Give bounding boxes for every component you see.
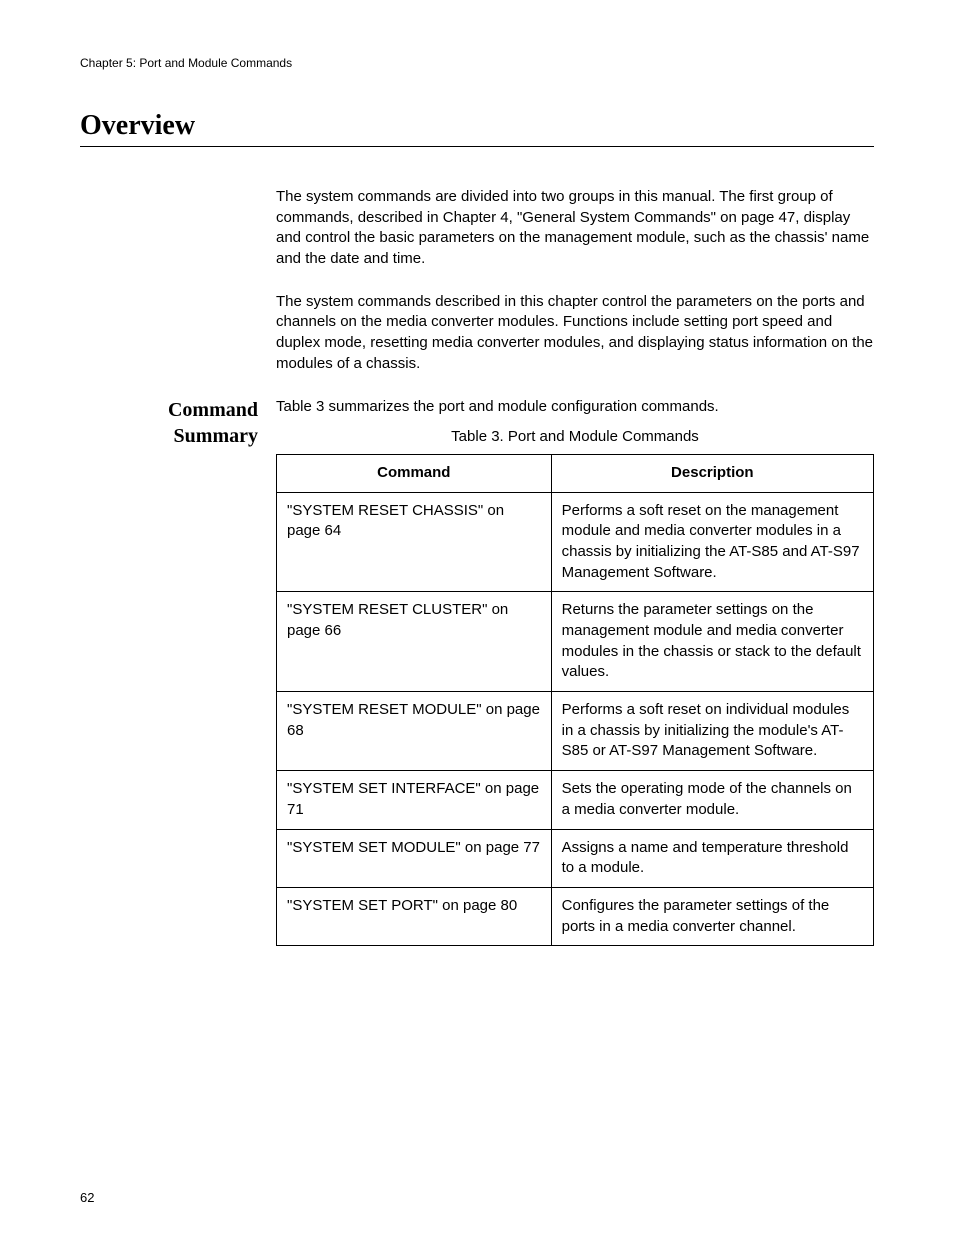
- sidebar-heading-line2: Summary: [80, 423, 258, 449]
- cell-command: "SYSTEM RESET CHASSIS" on page 64: [277, 492, 552, 592]
- sidebar-heading-line1: Command: [80, 397, 258, 423]
- table-row: "SYSTEM SET INTERFACE" on page 71 Sets t…: [277, 771, 874, 829]
- page-number: 62: [80, 1190, 94, 1205]
- cell-command: "SYSTEM SET MODULE" on page 77: [277, 829, 552, 887]
- col-header-command: Command: [277, 454, 552, 492]
- table-row: "SYSTEM RESET CLUSTER" on page 66 Return…: [277, 592, 874, 692]
- table-row: "SYSTEM RESET MODULE" on page 68 Perform…: [277, 692, 874, 771]
- table-row: "SYSTEM SET MODULE" on page 77 Assigns a…: [277, 829, 874, 887]
- col-header-description: Description: [551, 454, 873, 492]
- summary-lead: Table 3 summarizes the port and module c…: [276, 397, 874, 418]
- cell-command: "SYSTEM RESET CLUSTER" on page 66: [277, 592, 552, 692]
- sidebar-heading: Command Summary: [80, 397, 258, 947]
- cell-description: Performs a soft reset on individual modu…: [551, 692, 873, 771]
- table-caption: Table 3. Port and Module Commands: [276, 427, 874, 448]
- intro-paragraph-2: The system commands described in this ch…: [276, 292, 874, 375]
- cell-description: Assigns a name and temperature threshold…: [551, 829, 873, 887]
- cell-command: "SYSTEM SET PORT" on page 80: [277, 887, 552, 945]
- cell-description: Returns the parameter settings on the ma…: [551, 592, 873, 692]
- running-header: Chapter 5: Port and Module Commands: [80, 56, 874, 70]
- table-header-row: Command Description: [277, 454, 874, 492]
- main-column: Table 3 summarizes the port and module c…: [276, 397, 874, 947]
- table-row: "SYSTEM SET PORT" on page 80 Configures …: [277, 887, 874, 945]
- cell-description: Configures the parameter settings of the…: [551, 887, 873, 945]
- page: Chapter 5: Port and Module Commands Over…: [0, 0, 954, 1026]
- cell-command: "SYSTEM SET INTERFACE" on page 71: [277, 771, 552, 829]
- commands-table: Command Description "SYSTEM RESET CHASSI…: [276, 454, 874, 946]
- intro-block: The system commands are divided into two…: [276, 187, 874, 375]
- table-row: "SYSTEM RESET CHASSIS" on page 64 Perfor…: [277, 492, 874, 592]
- intro-paragraph-1: The system commands are divided into two…: [276, 187, 874, 270]
- command-summary-section: Command Summary Table 3 summarizes the p…: [80, 397, 874, 947]
- cell-description: Sets the operating mode of the channels …: [551, 771, 873, 829]
- cell-command: "SYSTEM RESET MODULE" on page 68: [277, 692, 552, 771]
- section-title: Overview: [80, 110, 874, 147]
- cell-description: Performs a soft reset on the management …: [551, 492, 873, 592]
